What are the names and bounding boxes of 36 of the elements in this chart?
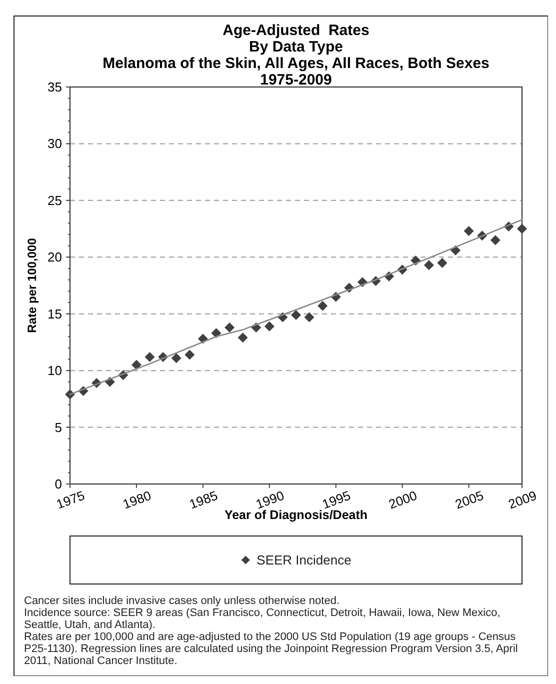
chart-title: Age-Adjusted Rates By Data Type bbox=[222, 22, 370, 56]
y-tick-label: 30 bbox=[48, 136, 62, 152]
point bbox=[131, 360, 142, 370]
chart-subtitle: Melanoma of the Skin, All Ages, All Races, Both Sexes 1975-2009 bbox=[102, 55, 490, 88]
legend-label: SEER Incidence bbox=[256, 552, 352, 568]
x-tick-label: 1985 bbox=[187, 488, 220, 512]
y-tick-label: 25 bbox=[48, 192, 62, 208]
point bbox=[184, 350, 195, 360]
point bbox=[144, 352, 155, 362]
y-tick-label: 5 bbox=[54, 420, 62, 435]
text: Incidence source: SEER 9 areas (San Francisco, Connecticut, Detroit, Hawaii, Iowa, New Mexico, Seattle, Utah, and Atlanta). bbox=[24, 607, 500, 631]
point bbox=[211, 328, 222, 338]
point bbox=[437, 258, 448, 268]
y-tick-label: 15 bbox=[48, 306, 62, 322]
point bbox=[171, 353, 182, 364]
point bbox=[224, 322, 235, 332]
text: Rates are per 100,000 and are age-adjusted to the 2000 US Std Population (19 age groups - Census P25-1130). Regression lines are calculated using the Joinpoint Regression Program Version 3.5, April 2011, National Cancer Institute. bbox=[24, 631, 518, 667]
point bbox=[264, 321, 274, 332]
y-tick-label: 35 bbox=[48, 80, 62, 94]
y-axis-title: Rate per 100,000 bbox=[25, 238, 39, 333]
text: Cancer sites include invasive cases only unless otherwise noted. bbox=[24, 595, 340, 607]
point bbox=[291, 310, 301, 320]
point bbox=[238, 332, 248, 343]
point bbox=[517, 224, 527, 234]
x-tick-label: 1980 bbox=[120, 488, 154, 512]
x-tick-label: 2000 bbox=[386, 488, 419, 512]
point bbox=[490, 235, 500, 246]
point bbox=[464, 226, 474, 236]
y-tick-label: 10 bbox=[48, 363, 62, 378]
x-axis-title: Year of Diagnosis/Death bbox=[224, 508, 368, 522]
point bbox=[318, 300, 328, 311]
y-tick-label: 20 bbox=[48, 250, 62, 265]
point bbox=[304, 312, 314, 322]
x-tick-label: 2005 bbox=[453, 488, 486, 512]
x-tick-label: 2009 bbox=[506, 488, 539, 512]
point bbox=[424, 260, 434, 270]
